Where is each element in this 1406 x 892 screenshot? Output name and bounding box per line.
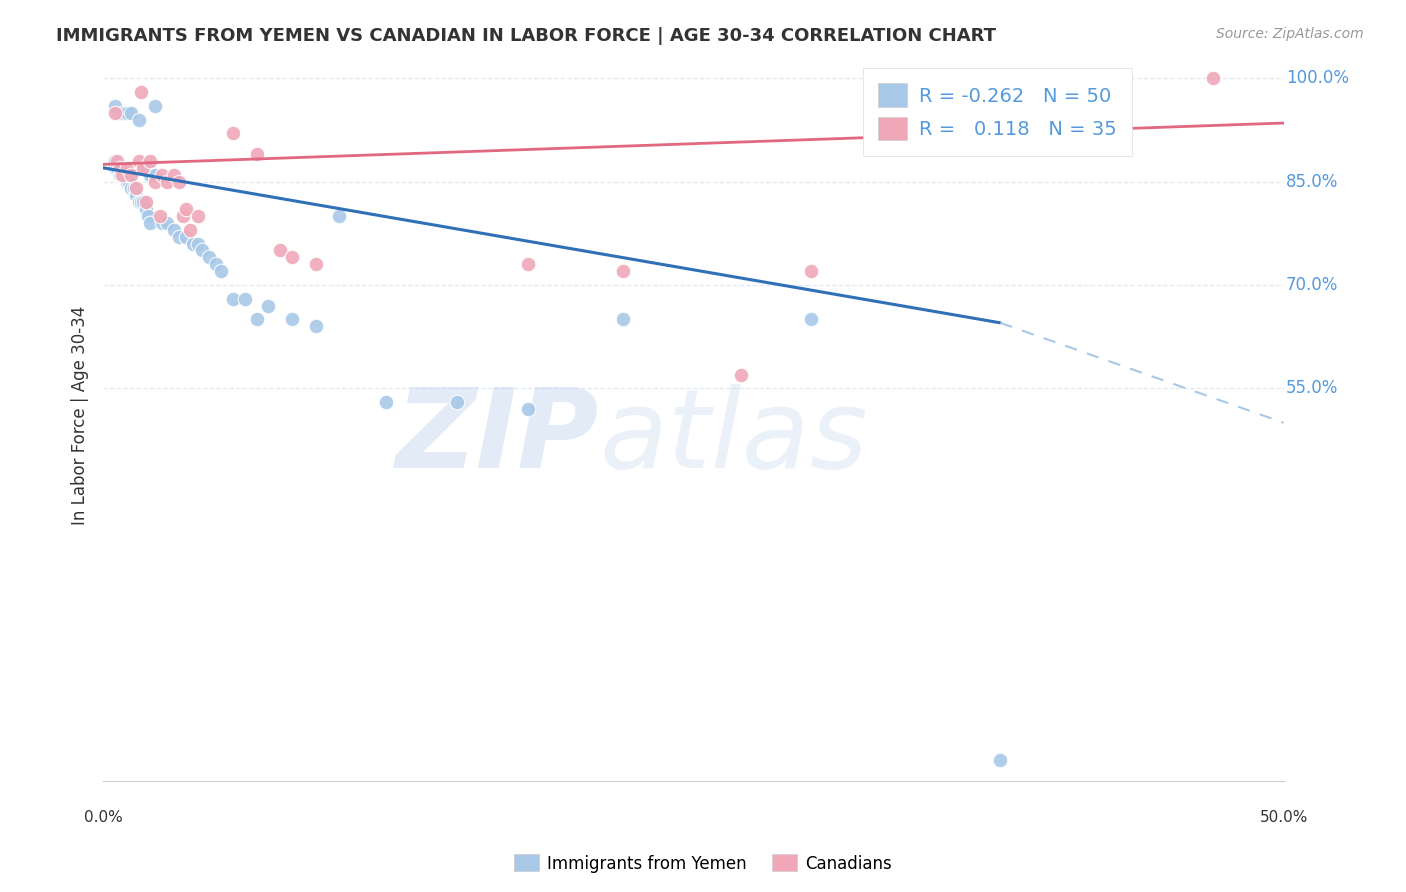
Point (181, 236, 204, 251)
Point (174, 202, 197, 216)
Point (115, 161, 138, 175)
Point (111, 168, 134, 182)
Point (209, 264, 232, 278)
Point (612, 312, 634, 326)
Point (118, 175, 141, 189)
Point (105, 153, 128, 168)
Point (125, 181, 148, 195)
Point (104, 105, 127, 120)
Point (156, 216, 179, 230)
Point (125, 188, 148, 202)
Point (179, 223, 201, 237)
Point (172, 209, 194, 223)
Text: 100.0%: 100.0% (1286, 70, 1348, 87)
Text: ZIP: ZIP (395, 384, 599, 491)
Point (111, 105, 134, 120)
Point (918, 71, 941, 86)
Point (122, 181, 145, 195)
Point (111, 168, 134, 182)
Point (115, 105, 138, 120)
Point (139, 216, 162, 230)
Point (187, 236, 209, 251)
Point (163, 223, 186, 237)
Point (222, 127, 245, 141)
Point (246, 312, 269, 326)
Point (143, 168, 166, 182)
Point (800, 264, 823, 278)
Text: IMMIGRANTS FROM YEMEN VS CANADIAN IN LABOR FORCE | AGE 30-34 CORRELATION CHART: IMMIGRANTS FROM YEMEN VS CANADIAN IN LAB… (56, 27, 997, 45)
Point (446, 395, 468, 409)
Point (115, 175, 138, 189)
Point (136, 209, 159, 223)
Point (205, 257, 228, 271)
Point (187, 209, 209, 223)
Point (191, 244, 214, 258)
Point (281, 312, 304, 326)
Point (121, 181, 143, 195)
Point (104, 153, 127, 168)
Point (105, 161, 128, 175)
Point (132, 195, 155, 210)
Point (281, 251, 304, 265)
Point (517, 257, 540, 271)
Point (163, 168, 186, 182)
Point (1084, 71, 1107, 86)
Point (1202, 71, 1225, 86)
Text: atlas: atlas (599, 384, 868, 491)
Point (104, 161, 127, 175)
Point (135, 195, 157, 210)
Text: 70.0%: 70.0% (1286, 276, 1339, 294)
Point (612, 264, 634, 278)
Point (150, 216, 173, 230)
Point (129, 195, 152, 210)
Text: 55.0%: 55.0% (1286, 379, 1339, 397)
Point (112, 168, 135, 182)
Point (108, 168, 131, 182)
Point (988, 71, 1011, 86)
Point (304, 319, 326, 334)
Point (143, 175, 166, 189)
Point (269, 244, 291, 258)
Text: 85.0%: 85.0% (1286, 172, 1339, 191)
Point (150, 168, 173, 182)
Point (128, 153, 150, 168)
Point (198, 251, 221, 265)
Point (730, 368, 752, 382)
Point (375, 395, 398, 409)
Point (304, 257, 326, 271)
Point (139, 153, 162, 168)
Point (108, 161, 131, 175)
Text: 50.0%: 50.0% (1260, 810, 1308, 825)
Point (135, 161, 157, 175)
Point (174, 229, 197, 244)
Y-axis label: In Labor Force | Age 30-34: In Labor Force | Age 30-34 (72, 306, 89, 525)
Point (156, 175, 179, 189)
Point (167, 175, 190, 189)
Text: Source: ZipAtlas.com: Source: ZipAtlas.com (1216, 27, 1364, 41)
Point (257, 299, 280, 313)
Point (517, 401, 540, 416)
Legend: Immigrants from Yemen, Canadians: Immigrants from Yemen, Canadians (508, 847, 898, 880)
Point (128, 195, 150, 210)
Point (233, 292, 256, 306)
Point (143, 99, 166, 113)
Point (167, 229, 190, 244)
Point (135, 202, 157, 216)
Point (132, 161, 155, 175)
Point (104, 99, 127, 113)
Legend: R = -0.262   N = 50, R =   0.118   N = 35: R = -0.262 N = 50, R = 0.118 N = 35 (862, 68, 1132, 156)
Point (121, 168, 143, 182)
Point (222, 292, 245, 306)
Point (121, 105, 143, 120)
Point (246, 147, 269, 161)
Point (128, 112, 150, 127)
Text: 0.0%: 0.0% (84, 810, 122, 825)
Point (129, 85, 152, 99)
Point (800, 312, 823, 326)
Point (139, 168, 162, 182)
Point (988, 753, 1011, 767)
Point (149, 209, 172, 223)
Point (328, 209, 350, 223)
